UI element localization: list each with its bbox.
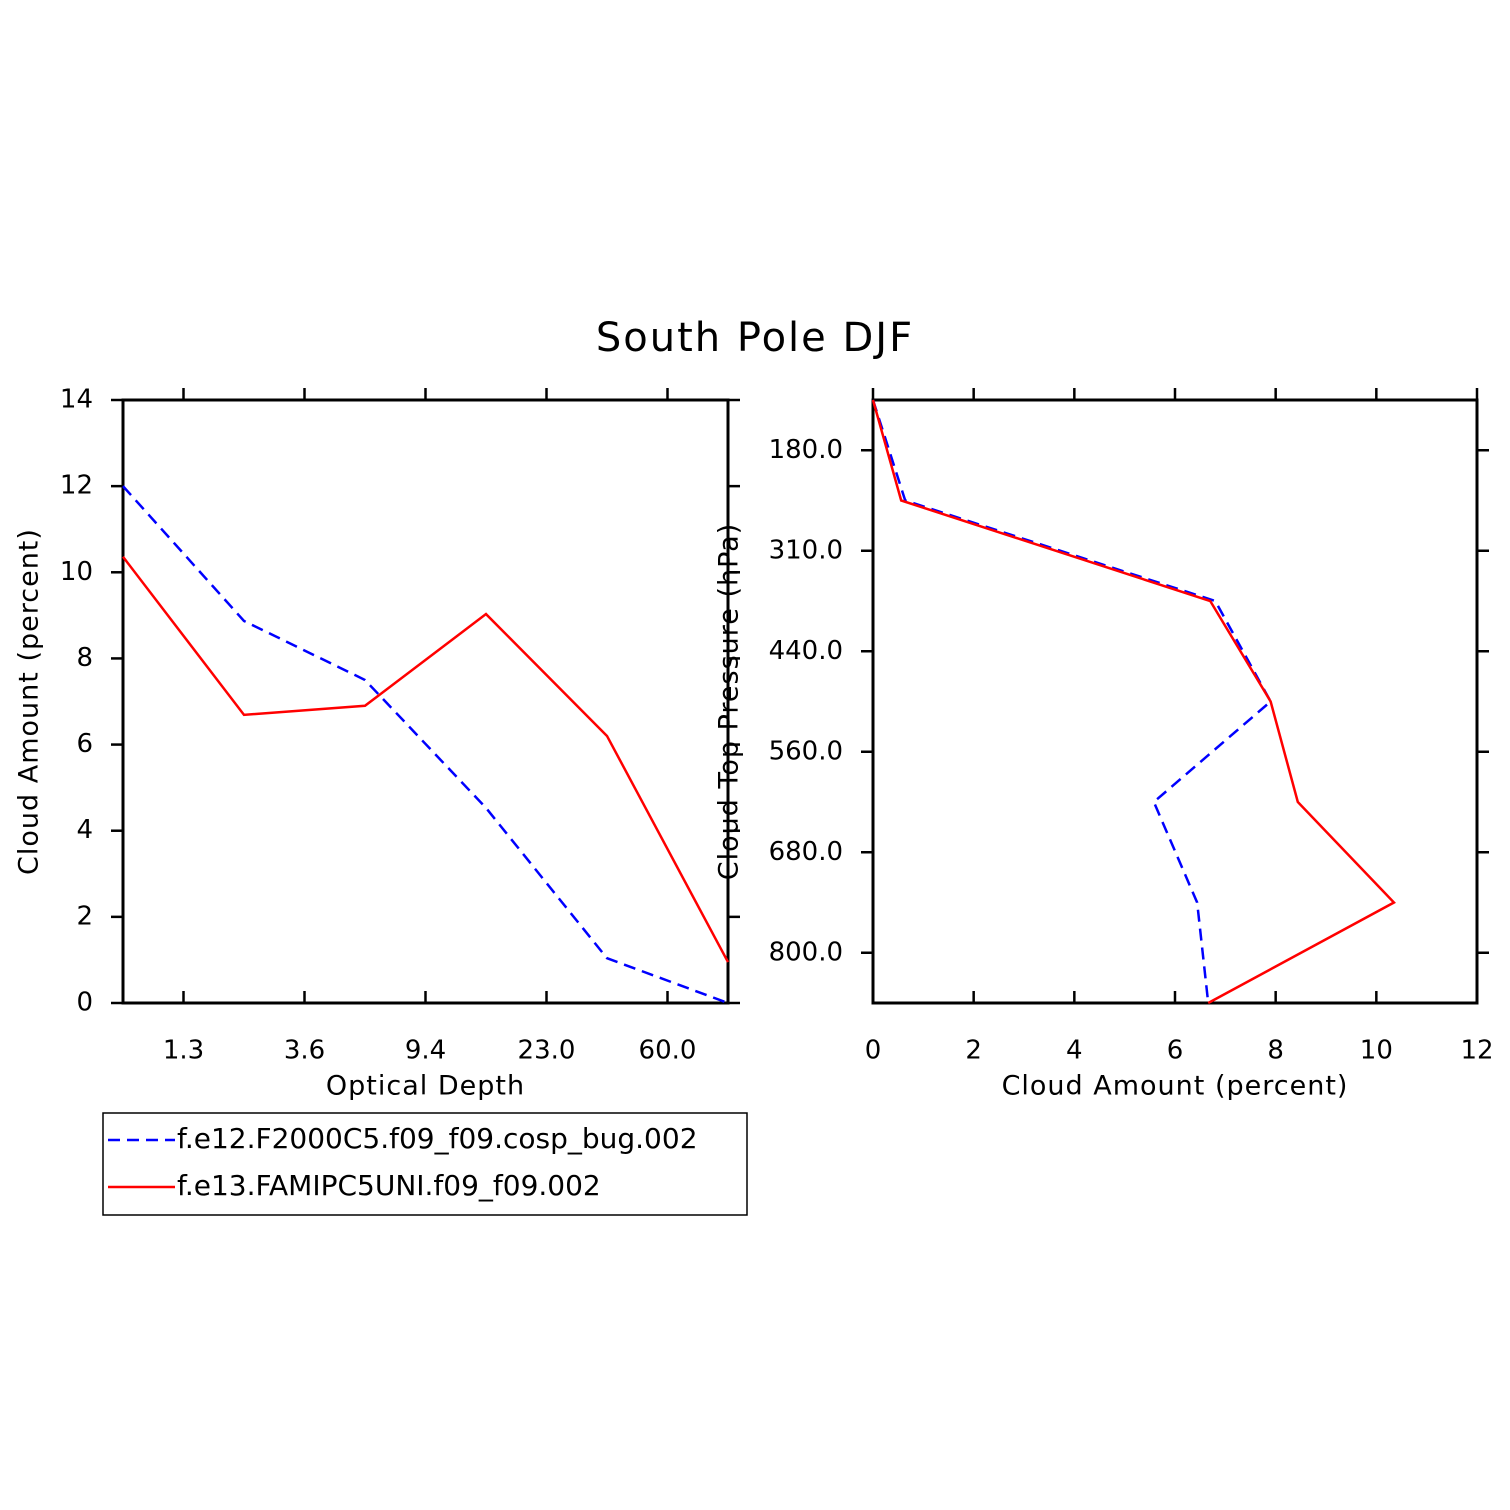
plot-frame [121, 398, 730, 1005]
y-tick-label: 14 [60, 385, 93, 415]
y-axis-title: Cloud Amount (percent) [14, 528, 45, 875]
series-line [122, 556, 730, 963]
x-tick-label: 2 [965, 1036, 982, 1066]
x-tick-label: 6 [1167, 1036, 1184, 1066]
y-axis-title: Cloud Top Pressure (hPa) [714, 523, 745, 881]
series-line [871, 399, 1273, 1004]
legend-label: f.e13.FAMIPC5UNI.f09_f09.002 [177, 1169, 601, 1202]
x-tick-label: 60.0 [639, 1036, 697, 1066]
y-tick-label: 440.0 [769, 636, 843, 666]
plot-frame [871, 398, 1479, 1005]
y-tick-label: 2 [76, 901, 93, 931]
y-tick-label: 680.0 [769, 837, 843, 867]
x-axis-title: Cloud Amount (percent) [1002, 1071, 1349, 1102]
y-tick-label: 6 [76, 729, 93, 759]
x-tick-label: 4 [1066, 1036, 1083, 1066]
x-tick-label: 8 [1267, 1036, 1284, 1066]
y-tick-label: 560.0 [769, 736, 843, 766]
legend-box [102, 1112, 748, 1216]
y-tick-label: 310.0 [769, 535, 843, 565]
x-tick-label: 10 [1360, 1036, 1393, 1066]
figure-title: South Pole DJF [596, 315, 914, 361]
y-tick-label: 180.0 [769, 435, 843, 465]
y-tick-label: 8 [76, 643, 93, 673]
series-line [122, 485, 729, 1005]
x-axis-title: Optical Depth [326, 1071, 525, 1102]
x-tick-label: 1.3 [163, 1036, 204, 1066]
x-tick-label: 12 [1460, 1036, 1493, 1066]
x-tick-label: 0 [865, 1036, 882, 1066]
x-tick-label: 23.0 [518, 1036, 576, 1066]
x-tick-label: 9.4 [405, 1036, 446, 1066]
y-tick-label: 12 [60, 471, 93, 501]
y-tick-label: 4 [76, 815, 93, 845]
series-line [871, 399, 1396, 1005]
y-tick-label: 0 [76, 988, 93, 1018]
legend-label: f.e12.F2000C5.f09_f09.cosp_bug.002 [177, 1122, 698, 1155]
y-tick-label: 10 [60, 557, 93, 587]
x-tick-label: 3.6 [284, 1036, 325, 1066]
y-tick-label: 800.0 [769, 937, 843, 967]
